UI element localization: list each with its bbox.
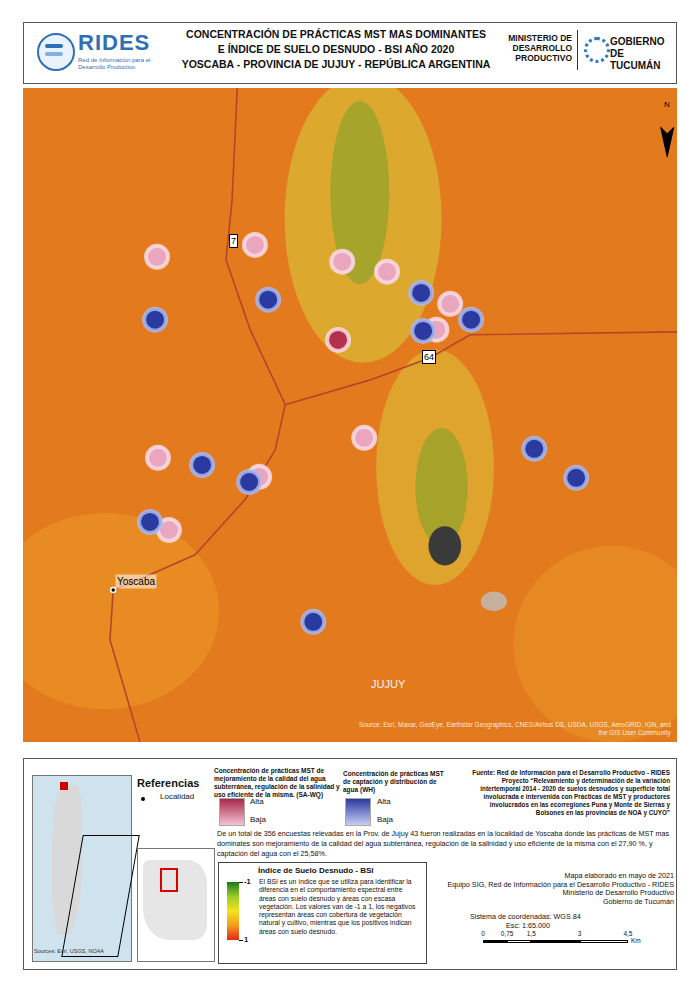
html-text:Alta: Alta	[250, 797, 264, 806]
html-text:1,5: 1,5	[526, 930, 536, 937]
html-text:Mapa elaborado en mayo de 2021: Mapa elaborado en mayo de 2021	[564, 871, 674, 880]
html-text:3: 3	[577, 930, 582, 937]
html-text:Desarrollo Productivo: Desarrollo Productivo	[78, 64, 136, 70]
html-text:RIDES: RIDES	[78, 30, 151, 55]
html-text:-1: -1	[244, 877, 251, 886]
html-text:El BSI es un índice que se uti: El BSI es un índice que se utiliza para …	[259, 878, 416, 935]
html-text:Ministerio de Desarrollo Produ: Ministerio de Desarrollo Productivo	[562, 888, 674, 898]
html-text:Sistema de coordenadas: WGS 84: Sistema de coordenadas: WGS 84	[470, 912, 581, 921]
html-text:YOSCABA - PROVINCIA DE JUJUY -: YOSCABA - PROVINCIA DE JUJUY - REPÚBLICA…	[181, 58, 491, 70]
html-text:Red de Información para el: Red de Información para el	[78, 57, 151, 63]
html-text:Concentración de prácticas MST: Concentración de prácticas MST de mejora…	[214, 767, 340, 798]
svg-text:7: 7	[231, 236, 236, 246]
html-text:Fuente: Red de Información par: Fuente: Red de Información para el Desar…	[472, 769, 670, 816]
html-text:Sources: Esri, USGS, NOAA: Sources: Esri, USGS, NOAA	[34, 948, 104, 954]
html-text:0: 0	[481, 930, 485, 937]
html-text:CONCENTRACIÓN DE PRÁCTICAS MST: CONCENTRACIÓN DE PRÁCTICAS MST MAS DOMIN…	[186, 28, 486, 40]
html-text:Baja: Baja	[250, 815, 266, 824]
html-text:Baja: Baja	[377, 815, 393, 824]
html-text:0,75: 0,75	[500, 930, 514, 937]
html-text:MINISTERIO DE: MINISTERIO DE	[508, 33, 572, 43]
html-text:TUCUMÁN: TUCUMÁN	[610, 60, 661, 71]
html-text:E ÍNDICE DE SUELO DESNUDO - BS: E ÍNDICE DE SUELO DESNUDO - BSI AÑO 2020	[217, 43, 455, 55]
html-text:Concentración de prácticas MST: Concentración de prácticas MST de captac…	[343, 770, 444, 793]
html-text:Referencias: Referencias	[137, 777, 200, 789]
html-text:De un total de 356 encuestas r: De un total de 356 encuestas relevadas e…	[217, 829, 669, 858]
html-text:4,5: 4,5	[623, 930, 633, 937]
html-text:1: 1	[244, 935, 249, 944]
svg-text:JUJUY: JUJUY	[371, 678, 406, 690]
html-text:Equipo SIG, Red de Información: Equipo SIG, Red de Información para el D…	[447, 879, 674, 889]
svg-text:Source: Esri, Maxar, GeoEye, E: Source: Esri, Maxar, GeoEye, Earthstar G…	[359, 721, 672, 737]
html-text:GOBIERNO DE: GOBIERNO DE	[610, 36, 665, 59]
html-text:Alta: Alta	[377, 797, 391, 806]
html-text:Índice de Suelo Desnudo - BSI: Índice de Suelo Desnudo - BSI	[258, 866, 374, 875]
svg-text:64: 64	[424, 352, 434, 362]
html-text:Localidad: Localidad	[160, 792, 195, 801]
svg-text:N: N	[664, 100, 670, 109]
html-text:DESARROLLO: DESARROLLO	[512, 43, 572, 53]
html-text:PRODUCTIVO: PRODUCTIVO	[515, 53, 572, 63]
html-text:Esc: 1:65.000: Esc: 1:65.000	[506, 921, 550, 930]
svg-text:Yoscaba: Yoscaba	[117, 576, 155, 587]
html-text:Km: Km	[631, 937, 641, 944]
html-text:Gobierno de Tucumán: Gobierno de Tucumán	[602, 896, 674, 906]
